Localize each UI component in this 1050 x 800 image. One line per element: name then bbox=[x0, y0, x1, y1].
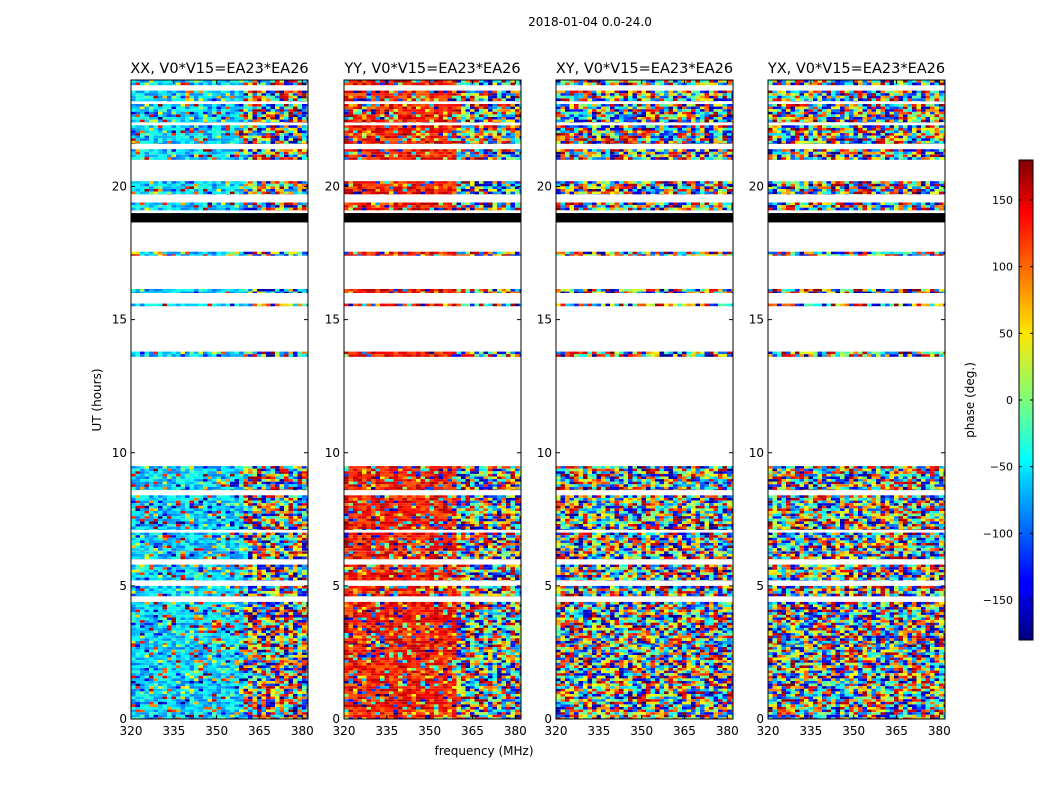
colorbar-tick-label: −50 bbox=[990, 461, 1013, 474]
colorbar-tick-label: 150 bbox=[992, 194, 1013, 207]
x-tick-label: 380 bbox=[291, 724, 314, 738]
x-tick-label: 365 bbox=[461, 724, 484, 738]
x-tick-label: 320 bbox=[120, 724, 143, 738]
x-tick-label: 380 bbox=[928, 724, 951, 738]
x-tick-label: 335 bbox=[799, 724, 822, 738]
panel-title: XY, V0*V15=EA23*EA26 bbox=[556, 61, 733, 77]
phase-heatmap bbox=[131, 80, 308, 719]
x-tick-label: 320 bbox=[333, 724, 356, 738]
y-tick-label: 15 bbox=[537, 313, 552, 327]
x-tick-label: 365 bbox=[248, 724, 271, 738]
panel-title: YX, V0*V15=EA23*EA26 bbox=[767, 61, 945, 77]
panel-frame bbox=[555, 79, 734, 720]
colorbar-ticks: 150 100 50 0 −50 −100 −150 bbox=[983, 194, 1033, 607]
panel-frame bbox=[767, 79, 946, 720]
x-tick-label: 350 bbox=[630, 724, 653, 738]
flagged-band bbox=[131, 213, 308, 223]
y-tick-label: 10 bbox=[325, 446, 340, 460]
colorbar-tick-label: 0 bbox=[1006, 394, 1013, 407]
y-tick-label: 5 bbox=[332, 579, 340, 593]
y-tick-label: 20 bbox=[537, 180, 552, 194]
phase-heatmap bbox=[768, 80, 945, 719]
x-tick-label: 380 bbox=[716, 724, 739, 738]
x-tick-label: 335 bbox=[375, 724, 398, 738]
y-tick-label: 10 bbox=[112, 446, 127, 460]
x-tick-label: 350 bbox=[205, 724, 228, 738]
x-tick-label: 365 bbox=[885, 724, 908, 738]
colorbar-tick-label: −100 bbox=[983, 527, 1013, 540]
x-tick-label: 350 bbox=[842, 724, 865, 738]
panel-xy: XY, V0*V15=EA23*EA26 320 335 350 365 380 0 5 10 1… bbox=[537, 61, 739, 738]
x-tick-label: 320 bbox=[545, 724, 568, 738]
colorbar: 150 100 50 0 −50 −100 −150 phase (deg.) bbox=[963, 159, 1034, 641]
panel-title: XX, V0*V15=EA23*EA26 bbox=[130, 61, 308, 77]
y-tick-label: 5 bbox=[756, 579, 764, 593]
y-tick-label: 0 bbox=[332, 712, 340, 726]
y-axis-label: UT (hours) bbox=[90, 368, 104, 431]
panel-title: YY, V0*V15=EA23*EA26 bbox=[343, 61, 520, 77]
y-tick-label: 10 bbox=[537, 446, 552, 460]
flagged-band bbox=[768, 213, 945, 223]
colorbar-tick-label: −150 bbox=[983, 594, 1013, 607]
y-tick-label: 5 bbox=[544, 579, 552, 593]
phase-heatmap bbox=[556, 80, 733, 719]
x-tick-label: 335 bbox=[587, 724, 610, 738]
panel-frame bbox=[343, 79, 522, 720]
y-tick-label: 5 bbox=[119, 579, 127, 593]
y-tick-label: 15 bbox=[325, 313, 340, 327]
x-tick-label: 320 bbox=[757, 724, 780, 738]
x-tick-label: 380 bbox=[504, 724, 527, 738]
y-tick-label: 10 bbox=[749, 446, 764, 460]
panels: XX, V0*V15=EA23*EA26 320 335 350 365 380 0 5 10 1… bbox=[112, 61, 951, 738]
panel-xx: XX, V0*V15=EA23*EA26 320 335 350 365 380 0 5 10 1… bbox=[112, 61, 314, 738]
y-tick-label: 15 bbox=[112, 313, 127, 327]
y-tick-label: 20 bbox=[749, 180, 764, 194]
colorbar-label: phase (deg.) bbox=[963, 362, 977, 438]
panel-frame bbox=[130, 79, 309, 720]
figure-title: 2018-01-04 0.0-24.0 bbox=[528, 15, 652, 29]
x-tick-label: 365 bbox=[673, 724, 696, 738]
y-tick-label: 20 bbox=[112, 180, 127, 194]
y-tick-label: 0 bbox=[756, 712, 764, 726]
y-tick-label: 0 bbox=[119, 712, 127, 726]
panel-yy: YY, V0*V15=EA23*EA26 320 335 350 365 380 0 5 10 1… bbox=[325, 61, 527, 738]
y-tick-label: 0 bbox=[544, 712, 552, 726]
x-tick-label: 350 bbox=[418, 724, 441, 738]
colorbar-tick-label: 50 bbox=[999, 327, 1013, 340]
x-axis-label: frequency (MHz) bbox=[434, 744, 533, 758]
y-tick-label: 20 bbox=[325, 180, 340, 194]
flagged-band bbox=[556, 213, 733, 223]
colorbar-tick-label: 100 bbox=[992, 261, 1013, 274]
x-tick-label: 335 bbox=[162, 724, 185, 738]
flagged-band bbox=[344, 213, 521, 223]
y-tick-label: 15 bbox=[749, 313, 764, 327]
panel-yx: YX, V0*V15=EA23*EA26 320 335 350 365 380 0 5 10 1… bbox=[749, 61, 951, 738]
